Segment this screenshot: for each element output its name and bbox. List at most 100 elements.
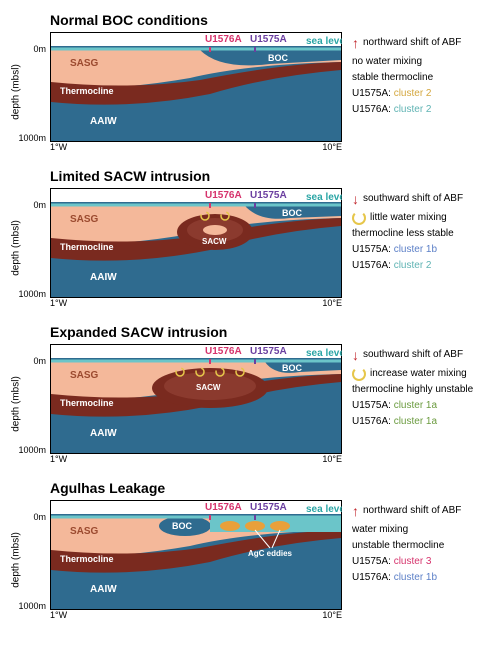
legend-text: water mixing (352, 522, 408, 538)
legend-row: U1575A: cluster 2 (352, 86, 488, 102)
panel: Expanded SACW intrusiondepth (mbsl)0m100… (12, 324, 488, 464)
svg-text:U1575A: U1575A (250, 346, 287, 357)
legend-row: little water mixing (352, 210, 488, 226)
legend-row: stable thermocline (352, 70, 488, 86)
x-tick: 1°W (50, 454, 67, 464)
chart-wrap: depth (mbsl)0m1000mU1576AU1575Asea level… (12, 32, 342, 152)
cross-section-chart: U1576AU1575Asea levelSASGThermoclineAAIW… (50, 500, 342, 610)
swirl-icon (352, 367, 366, 381)
legend-row: northward shift of ABF (352, 500, 488, 522)
legend-text: U1576A: cluster 2 (352, 102, 432, 118)
x-axis: 1°W10°E (50, 142, 342, 152)
svg-text:U1575A: U1575A (250, 502, 287, 513)
legend-row: unstable thermocline (352, 538, 488, 554)
svg-text:U1576A: U1576A (205, 346, 242, 357)
svg-text:BOC: BOC (172, 521, 193, 531)
svg-text:sea level: sea level (306, 348, 342, 359)
cross-section-chart: U1576A U1575A sea level SASG Thermocline AAIW… (50, 188, 342, 298)
panel-title: Limited SACW intrusion (50, 168, 488, 184)
svg-text:BOC: BOC (282, 208, 303, 218)
legend-text: U1575A: cluster 3 (352, 554, 432, 570)
arrow-down-icon (352, 344, 359, 366)
legend-row: U1576A: cluster 1a (352, 414, 488, 430)
legend-text: northward shift of ABF (363, 35, 461, 51)
svg-text:SACW: SACW (196, 383, 221, 392)
y-tick: 0m (33, 512, 46, 522)
svg-text:SASG: SASG (70, 58, 99, 69)
swirl-icon (352, 211, 366, 225)
svg-text:U1576A: U1576A (205, 502, 242, 513)
svg-text:U1576A: U1576A (205, 34, 242, 45)
legend-text: U1576A: cluster 1a (352, 414, 437, 430)
legend-row: water mixing (352, 522, 488, 538)
y-tick: 1000m (18, 133, 46, 143)
legend-text: U1575A: cluster 1b (352, 242, 437, 258)
svg-text:U1576A: U1576A (205, 190, 242, 201)
legend-text: U1575A: cluster 2 (352, 86, 432, 102)
arrow-up-icon (352, 32, 359, 54)
legend-text: stable thermocline (352, 70, 433, 86)
panel-legend: northward shift of ABF no water mixingsta… (342, 32, 488, 118)
svg-text:AAIW: AAIW (90, 428, 117, 439)
svg-text:SACW: SACW (202, 237, 227, 246)
svg-text:BOC: BOC (282, 363, 303, 373)
x-axis: 1°W10°E (50, 298, 342, 308)
legend-text: U1576A: cluster 1b (352, 570, 437, 586)
x-tick: 1°W (50, 142, 67, 152)
x-axis: 1°W 10°E (50, 610, 342, 620)
svg-text:U1575A: U1575A (250, 190, 287, 201)
svg-text:BOC: BOC (268, 53, 289, 63)
y-tick: 1000m (18, 289, 46, 299)
panel-title: Agulhas Leakage (50, 480, 488, 496)
arrow-down-icon (352, 188, 359, 210)
legend-row: thermocline less stable (352, 226, 488, 242)
legend-text: increase water mixing (370, 366, 467, 382)
svg-text:Thermocline: Thermocline (60, 554, 114, 564)
legend-row: increase water mixing (352, 366, 488, 382)
x-tick: 1°W (50, 610, 67, 620)
x-tick: 10°E (322, 454, 342, 464)
y-tick: 1000m (18, 445, 46, 455)
y-tick: 0m (33, 200, 46, 210)
legend-text: U1575A: cluster 1a (352, 398, 437, 414)
svg-text:AgC eddies: AgC eddies (248, 549, 293, 558)
svg-text:sea level: sea level (306, 192, 342, 203)
legend-text: no water mixing (352, 54, 422, 70)
panel-legend: southward shift of ABFlittle water mixin… (342, 188, 488, 274)
panel-legend: northward shift of ABFwater mixingunstab… (342, 500, 488, 586)
legend-row: southward shift of ABF (352, 188, 488, 210)
legend-row: U1575A: cluster 3 (352, 554, 488, 570)
y-tick: 1000m (18, 601, 46, 611)
legend-text: southward shift of ABF (363, 347, 463, 363)
y-tick: 0m (33, 356, 46, 366)
svg-text:Thermocline: Thermocline (60, 242, 114, 252)
svg-text:SASG: SASG (70, 526, 99, 537)
panel: Limited SACW intrusiondepth (mbsl)0m1000… (12, 168, 488, 308)
svg-text:sea level: sea level (306, 36, 342, 47)
x-tick: 1°W (50, 298, 67, 308)
svg-text:SASG: SASG (70, 370, 99, 381)
svg-text:AAIW: AAIW (90, 272, 117, 283)
legend-row: southward shift of ABF (352, 344, 488, 366)
chart-wrap: depth (mbsl)0m1000mU1576AU1575Asea level… (12, 188, 342, 308)
chart-wrap: depth (mbsl)0m1000mU1576AU1575Asea level… (12, 500, 342, 620)
legend-row: U1576A: cluster 2 (352, 258, 488, 274)
svg-text:SASG: SASG (70, 214, 99, 225)
legend-text: unstable thermocline (352, 538, 444, 554)
svg-text:Thermocline: Thermocline (60, 398, 114, 408)
legend-row: no water mixing (352, 54, 488, 70)
panel-title: Normal BOC conditions (50, 12, 488, 28)
legend-text: little water mixing (370, 210, 447, 226)
legend-row: U1576A: cluster 1b (352, 570, 488, 586)
cross-section-chart: U1576A U1575A sea level SASG Thermocline AAIW… (50, 344, 342, 454)
panel-legend: southward shift of ABF increase water mix… (342, 344, 488, 430)
legend-row: northward shift of ABF (352, 32, 488, 54)
legend-row: thermocline highly unstable (352, 382, 488, 398)
svg-text:Thermocline: Thermocline (60, 86, 114, 96)
svg-text:sea level: sea level (306, 504, 342, 515)
legend-text: thermocline less stable (352, 226, 454, 242)
legend-row: U1575A: cluster 1a (352, 398, 488, 414)
legend-text: U1576A: cluster 2 (352, 258, 432, 274)
x-tick: 10°E (322, 610, 342, 620)
panel-title: Expanded SACW intrusion (50, 324, 488, 340)
